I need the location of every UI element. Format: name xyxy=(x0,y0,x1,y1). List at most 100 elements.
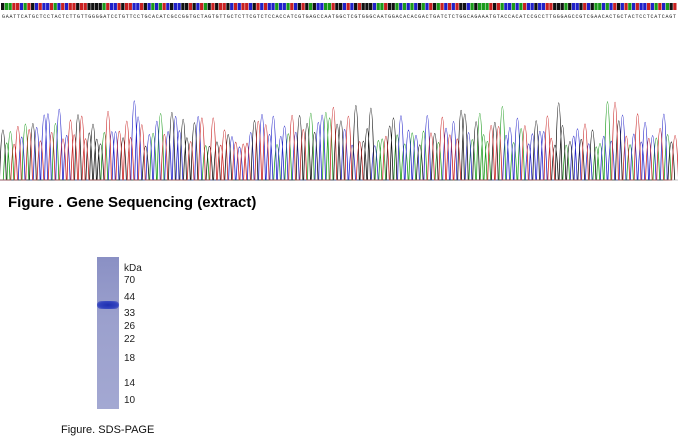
base-color-cell xyxy=(350,3,354,10)
base-color-cell xyxy=(380,3,384,10)
base-color-cell xyxy=(462,3,467,10)
base-color-cell xyxy=(624,3,628,10)
base-color-cell xyxy=(136,3,140,10)
base-color-cell xyxy=(38,3,42,10)
base-color-cell xyxy=(31,3,35,10)
base-color-cell xyxy=(361,3,365,10)
base-color-cell xyxy=(49,3,54,10)
base-color-cell xyxy=(316,3,320,10)
base-color-cell xyxy=(425,3,429,10)
base-color-cell xyxy=(290,3,294,10)
base-color-cell xyxy=(601,3,606,10)
base-color-cell xyxy=(590,3,594,10)
base-color-cell xyxy=(98,3,102,10)
base-color-cell xyxy=(181,3,185,10)
base-color-cell xyxy=(669,3,673,10)
base-color-cell xyxy=(64,3,69,10)
base-color-cell xyxy=(68,3,72,10)
base-color-cell xyxy=(406,3,410,10)
base-color-cell xyxy=(271,3,275,10)
base-color-cell xyxy=(162,3,166,10)
base-color-cell xyxy=(121,3,125,10)
base-color-cell xyxy=(429,3,433,10)
protein-band xyxy=(97,301,119,309)
base-color-cell xyxy=(46,3,50,10)
base-color-cell xyxy=(489,3,493,10)
base-color-cell xyxy=(564,3,568,10)
base-color-cell xyxy=(553,3,557,10)
base-color-cell xyxy=(646,3,651,10)
base-color-cell xyxy=(384,3,388,10)
marker-22: 22 xyxy=(124,334,136,345)
base-color-cell xyxy=(282,3,286,10)
chromatogram: GAATTCATGCTCCTACTCTTGTTGGGGATCCTGTTCCTGC… xyxy=(0,0,678,185)
base-color-cell xyxy=(245,3,249,10)
base-color-cell xyxy=(34,3,39,10)
base-color-cell xyxy=(346,3,350,10)
base-color-cell xyxy=(106,3,110,10)
base-color-cell xyxy=(94,3,99,10)
figure1-caption: Figure . Gene Sequencing (extract) xyxy=(8,194,257,211)
base-color-cell xyxy=(571,3,576,10)
base-color-cell xyxy=(53,3,57,10)
base-color-cell xyxy=(42,3,46,10)
base-color-cell xyxy=(549,3,553,10)
base-color-cell xyxy=(365,3,369,10)
base-color-cell xyxy=(417,3,422,10)
base-color-cell xyxy=(124,3,129,10)
base-color-cell xyxy=(643,3,647,10)
base-color-cell xyxy=(132,3,136,10)
base-color-cell xyxy=(226,3,230,10)
base-color-cell xyxy=(650,3,654,10)
base-color-cell xyxy=(4,3,9,10)
base-color-cell xyxy=(500,3,504,10)
base-color-cell xyxy=(654,3,658,10)
base-color-cell xyxy=(185,3,189,10)
base-color-cell xyxy=(102,3,106,10)
base-color-cell xyxy=(192,3,196,10)
base-color-cell xyxy=(613,3,617,10)
base-color-cell xyxy=(297,3,301,10)
base-color-cell xyxy=(12,3,16,10)
base-color-cell xyxy=(248,3,253,10)
base-color-cell xyxy=(87,3,91,10)
base-color-cell xyxy=(275,3,279,10)
base-color-cell xyxy=(339,3,343,10)
base-color-cell xyxy=(158,3,162,10)
base-color-cell xyxy=(170,3,174,10)
base-color-cell xyxy=(523,3,527,10)
base-color-cell xyxy=(128,3,132,10)
base-color-cell xyxy=(376,3,380,10)
base-color-cell xyxy=(331,3,335,10)
base-color-cell xyxy=(421,3,425,10)
base-color-cell xyxy=(545,3,549,10)
base-color-cell xyxy=(474,3,478,10)
base-color-cell xyxy=(541,3,546,10)
base-color-cell xyxy=(673,3,677,10)
base-color-cell xyxy=(511,3,516,10)
base-color-cell xyxy=(369,3,373,10)
base-color-cell xyxy=(402,3,407,10)
base-color-cell xyxy=(631,3,636,10)
marker-26: 26 xyxy=(124,321,136,332)
base-color-cell xyxy=(354,3,358,10)
base-color-cell xyxy=(320,3,324,10)
base-color-cell xyxy=(113,3,117,10)
marker-33: 33 xyxy=(124,308,136,319)
base-color-cell xyxy=(19,3,24,10)
base-color-cell xyxy=(327,3,331,10)
base-color-cell xyxy=(579,3,583,10)
marker-14: 14 xyxy=(124,378,136,389)
gel-lane xyxy=(97,257,119,409)
base-color-cell xyxy=(196,3,200,10)
base-color-cell xyxy=(496,3,500,10)
base-color-cell xyxy=(188,3,193,10)
base-color-cell xyxy=(444,3,448,10)
base-color-cell xyxy=(241,3,245,10)
kda-unit-label: kDa xyxy=(124,263,142,274)
base-color-cell xyxy=(237,3,241,10)
base-color-cell xyxy=(1,3,5,10)
base-color-cell xyxy=(342,3,347,10)
trace-C xyxy=(0,100,668,181)
base-color-cell xyxy=(263,3,268,10)
